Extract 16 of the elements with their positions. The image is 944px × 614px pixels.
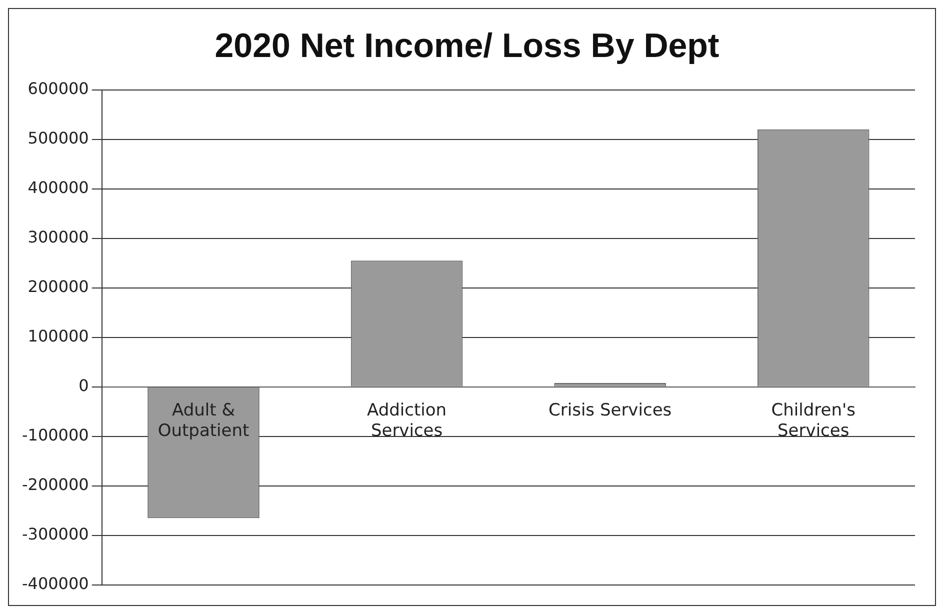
y-tick-label: -200000 [22, 475, 89, 494]
y-tick-label: 500000 [28, 128, 89, 148]
y-tick-label: -300000 [22, 524, 89, 544]
y-tick-label: -100000 [22, 426, 89, 445]
y-tick-label: 300000 [28, 228, 89, 247]
y-tick-label: 400000 [28, 178, 89, 197]
y-tick-label: 200000 [28, 277, 89, 296]
x-tick-label: Addiction Services [367, 400, 447, 441]
x-tick-label: Children's Services [771, 400, 856, 441]
chart-title: 2020 Net Income/ Loss By Dept [214, 26, 720, 65]
y-tick-label: -400000 [22, 574, 89, 594]
y-tick-label: 100000 [28, 326, 89, 346]
x-tick-label: Adult & Outpatient [158, 400, 250, 441]
y-tick-label: 0 [78, 376, 89, 396]
y-tick-label: 600000 [28, 78, 89, 98]
x-tick-label: Crisis Services [548, 400, 672, 421]
